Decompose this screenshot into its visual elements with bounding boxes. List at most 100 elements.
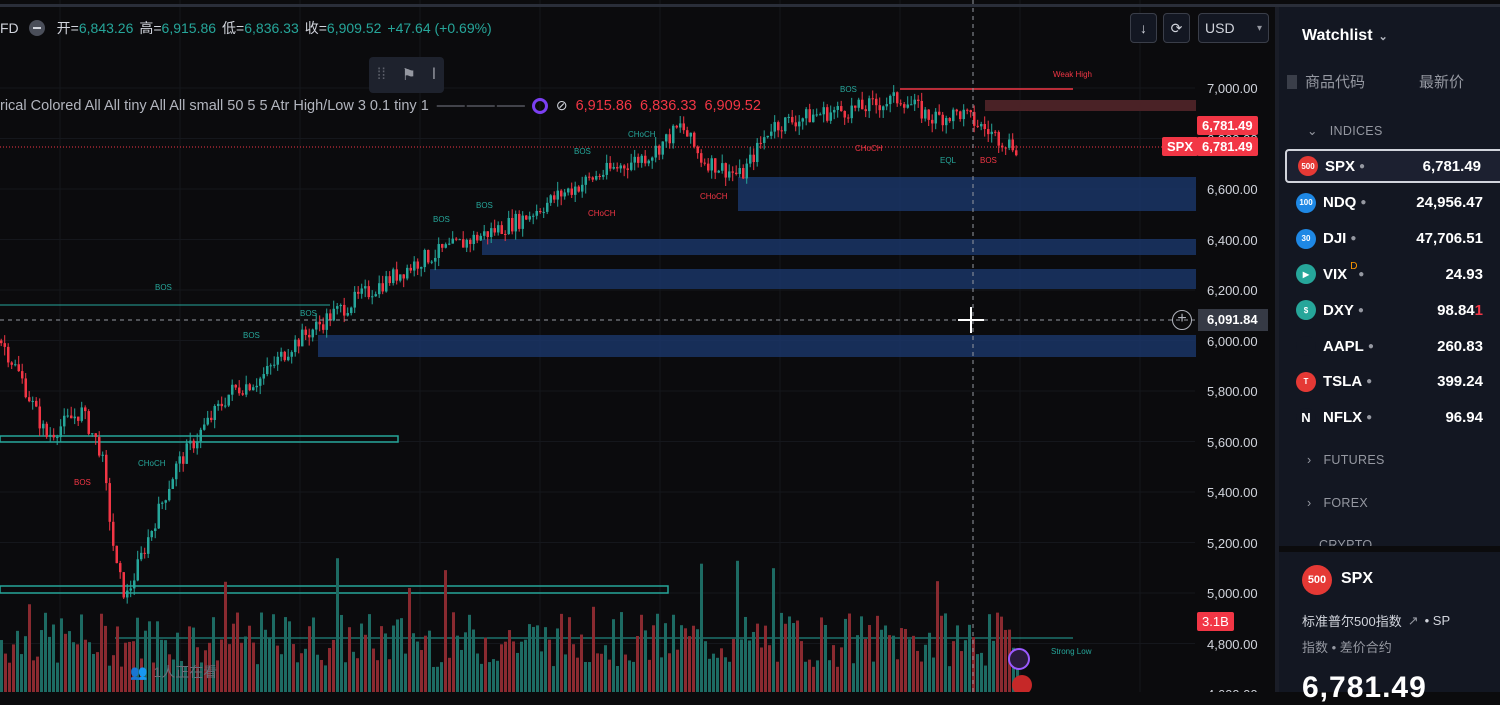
volume-bar — [688, 636, 691, 692]
panel-divider[interactable] — [1279, 546, 1500, 552]
watchlist-row-aapl[interactable]: AAPL ● 260.83 — [1285, 328, 1500, 364]
candle-body — [66, 415, 69, 417]
volume-bar — [544, 627, 547, 692]
volume-bar — [676, 649, 679, 692]
candle-body — [976, 125, 979, 127]
volume-bar — [412, 633, 415, 692]
watchlist-row-spx[interactable]: 500 SPX ● 6,781.49 — [1285, 149, 1500, 183]
candle-body — [182, 456, 185, 464]
candle-body — [140, 552, 143, 560]
col-header-symbol[interactable]: 商品代码 — [1287, 71, 1365, 92]
volume-bar — [348, 627, 351, 692]
price-tick-label: 6,200.00 — [1207, 283, 1258, 298]
indicator-color-icon[interactable] — [531, 97, 548, 114]
watchlist-row-dxy[interactable]: $ DXY ● 98.841 — [1285, 292, 1500, 328]
detail-symbol: SPX — [1341, 570, 1374, 587]
candle-body — [3, 343, 6, 347]
candle-body — [220, 403, 223, 407]
candle-body — [364, 286, 367, 289]
volume-bar — [740, 639, 743, 692]
candle-body — [164, 500, 167, 503]
currency-select[interactable]: USD ▾ — [1198, 13, 1269, 43]
close-label: 收= — [304, 20, 327, 36]
add-alert-icon[interactable]: + — [1172, 310, 1192, 330]
watchlist-row-ndq[interactable]: 100 NDQ ● 24,956.47 — [1285, 185, 1500, 221]
volume-bar — [152, 662, 155, 692]
hidden-icon[interactable]: ⊘ — [555, 97, 568, 113]
row-symbol: VIX — [1323, 265, 1348, 283]
flag-icon[interactable]: ⚑ — [401, 67, 417, 84]
row-price-value: 6,781.49 — [1422, 157, 1481, 175]
section-futures[interactable]: › FUTURES — [1307, 453, 1385, 467]
candle-body — [745, 163, 748, 179]
price-chart[interactable]: BOS BOS BOS BOS BOS BOS BOS CHoCH CHoCH CHoCH CHoC… — [0, 0, 1275, 692]
symbol-logo-icon: ▶ — [1296, 264, 1316, 285]
candle-body — [441, 244, 444, 248]
candle-body — [472, 234, 475, 244]
candle-body — [756, 142, 759, 163]
row-symbol: TSLA — [1323, 373, 1363, 391]
volume-bar — [944, 613, 947, 692]
candle-body — [224, 405, 227, 407]
row-price: 96.94 — [1445, 409, 1483, 426]
fullscreen-button[interactable]: ⟳ — [1163, 13, 1190, 43]
candle-body — [833, 109, 836, 113]
volume-bar — [936, 581, 939, 692]
high-label: 高= — [139, 20, 162, 36]
candle-body — [7, 346, 10, 363]
section-indices[interactable]: ⌄ INDICES — [1307, 123, 1383, 139]
row-price: 399.24 — [1437, 373, 1483, 390]
volume-bar — [940, 615, 943, 692]
volume-bar — [364, 634, 367, 692]
candle-body — [143, 552, 146, 554]
watchlist-row-vix[interactable]: ▶ VIX D ● 24.93 — [1285, 256, 1500, 292]
candle-body — [423, 250, 426, 268]
high-value: 6,915.86 — [161, 20, 217, 36]
section-crypto[interactable]: CRYPTO — [1307, 538, 1372, 546]
volume-bar — [684, 628, 687, 692]
candle-body — [266, 365, 269, 375]
volume-bar — [620, 612, 623, 692]
floating-drawing-toolbar[interactable]: ⁞⁞ ⚑ ǀ — [369, 57, 444, 93]
arrow-down-icon: ↓ — [1140, 20, 1147, 36]
indicator-legend[interactable]: rical Colored All All tiny All All small… — [0, 97, 761, 114]
candle-body — [276, 356, 279, 365]
col-header-price[interactable]: 最新价 — [1419, 74, 1465, 91]
candle-body — [619, 165, 622, 169]
candle-body — [304, 329, 307, 335]
candle-body — [843, 111, 846, 118]
price-tick-label: 6,000.00 — [1207, 333, 1258, 349]
candle-body — [612, 167, 615, 169]
candle-body — [854, 105, 857, 108]
row-price-value: 47,706.51 — [1416, 230, 1483, 248]
row-price-value: 96.94 — [1445, 409, 1483, 427]
candle-body — [49, 434, 52, 437]
volume-bar — [444, 570, 447, 692]
candle-body — [451, 238, 454, 244]
download-button[interactable]: ↓ — [1130, 13, 1157, 43]
watchlist-row-nflx[interactable]: N NFLX ● 96.94 — [1285, 400, 1500, 436]
change-value: +47.64 (+0.69%) — [387, 20, 492, 36]
external-link-icon[interactable]: ↗ — [1407, 612, 1419, 628]
candle-body — [868, 98, 871, 112]
pin-icon[interactable]: ǀ — [431, 66, 437, 83]
candle-body — [87, 411, 90, 434]
drag-handle-icon[interactable]: ⁞⁞ — [376, 66, 386, 83]
candle-body — [924, 109, 927, 119]
candle-body — [973, 112, 976, 126]
volume-bar — [80, 614, 83, 692]
price-tick-label: 5,800.00 — [1207, 384, 1258, 399]
collapse-icon[interactable] — [28, 20, 45, 36]
chart-pane[interactable]: BOS BOS BOS BOS BOS BOS BOS CHoCH CHoCH CHoCH CHoC… — [0, 0, 1275, 692]
volume-bar — [212, 617, 215, 692]
candle-body — [420, 267, 423, 269]
volume-bar — [84, 639, 87, 692]
watchlist-row-dji[interactable]: 30 DJI ● 47,706.51 — [1285, 221, 1500, 257]
annotation-label: BOS — [155, 283, 172, 292]
watchlist-panel[interactable]: Watchlist ⌄ 商品代码 最新价 ⌄ INDICES 500 SPX ● 6,… — [1275, 7, 1500, 704]
section-forex[interactable]: › FOREX — [1307, 496, 1368, 510]
watchlist-title[interactable]: Watchlist ⌄ — [1302, 27, 1388, 45]
candle-body — [399, 274, 402, 281]
candle-body — [196, 441, 199, 449]
watchlist-row-tsla[interactable]: T TSLA ● 399.24 — [1285, 364, 1500, 400]
